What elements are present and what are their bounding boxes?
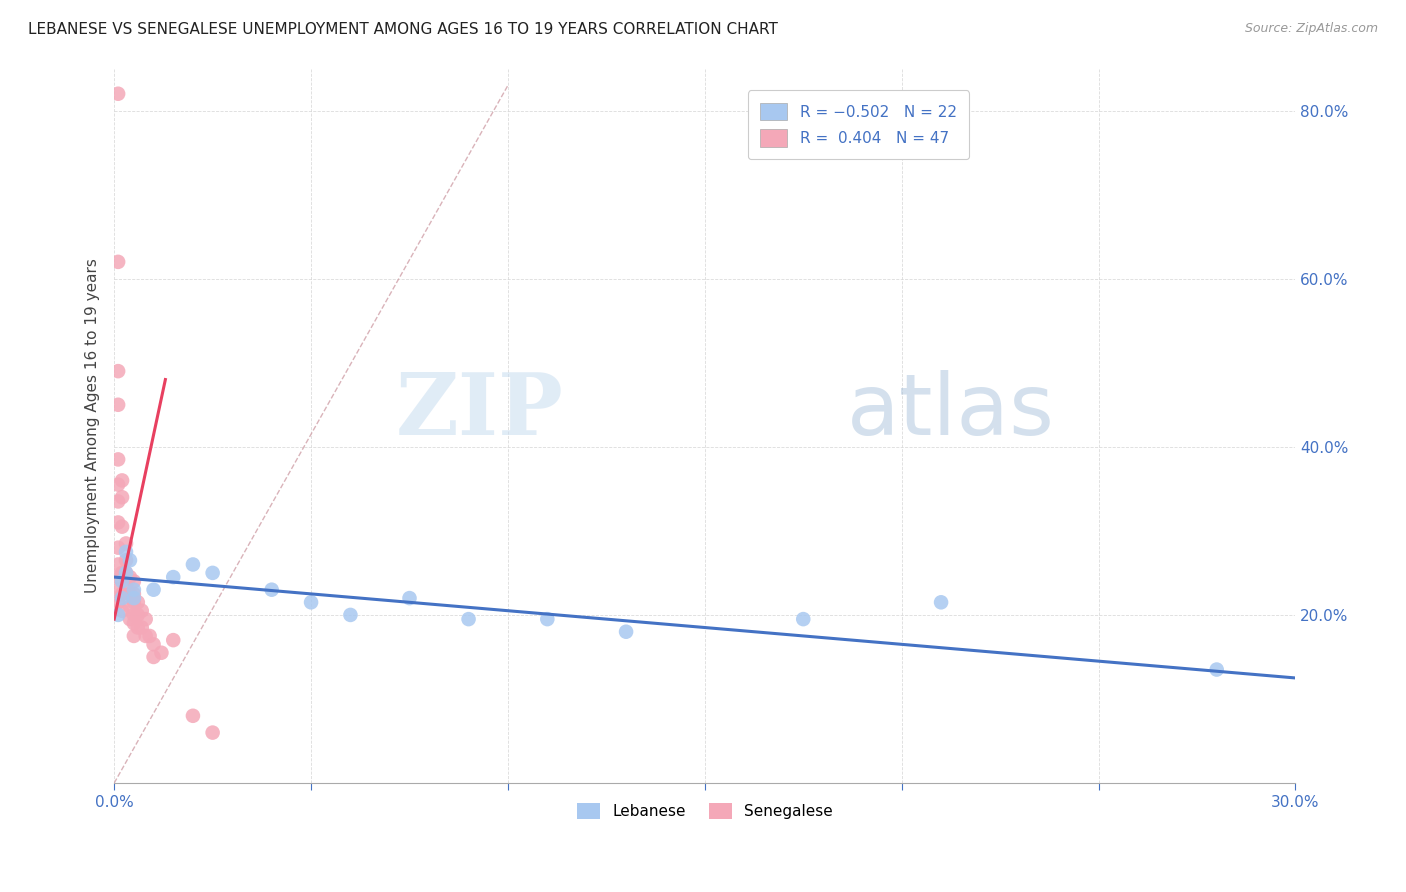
Point [162,570,184,584]
Point [107,364,129,378]
Point [150,646,173,660]
Point [118,553,141,567]
Point [115,578,138,592]
Point [111,490,134,504]
Point [122,587,145,601]
Point [122,591,145,606]
Point [107,541,129,555]
Point [127,607,149,622]
Point [201,725,224,739]
Point [181,558,204,572]
Point [118,599,141,614]
Point [536,612,558,626]
Point [118,612,141,626]
Point [111,519,134,533]
Point [115,536,138,550]
Point [107,516,129,530]
Point [181,708,204,723]
Point [122,582,145,597]
Point [142,637,165,651]
Point [131,621,153,635]
Point [111,474,134,488]
Point [118,587,141,601]
Point [142,649,165,664]
Point [111,574,134,589]
Legend: Lebanese, Senegalese: Lebanese, Senegalese [571,797,838,825]
Point [122,607,145,622]
Point [339,607,361,622]
Point [398,591,420,606]
Point [201,566,224,580]
Text: LEBANESE VS SENEGALESE UNEMPLOYMENT AMONG AGES 16 TO 19 YEARS CORRELATION CHART: LEBANESE VS SENEGALESE UNEMPLOYMENT AMON… [28,22,778,37]
Point [142,582,165,597]
Point [111,604,134,618]
Point [260,582,283,597]
Point [1205,663,1227,677]
Point [111,591,134,606]
Point [115,566,138,580]
Point [122,574,145,589]
Point [111,587,134,601]
Point [122,616,145,631]
Point [115,566,138,580]
Point [457,612,479,626]
Point [929,595,952,609]
Point [135,629,157,643]
Point [107,558,129,572]
Point [127,595,149,609]
Point [107,595,129,609]
Point [792,612,814,626]
Point [107,582,129,597]
Point [162,633,184,648]
Text: atlas: atlas [846,370,1054,453]
Point [127,621,149,635]
Point [122,595,145,609]
Point [111,566,134,580]
Point [131,604,153,618]
Point [115,553,138,567]
Point [614,624,637,639]
Y-axis label: Unemployment Among Ages 16 to 19 years: Unemployment Among Ages 16 to 19 years [86,259,100,593]
Point [107,494,129,508]
Text: ZIP: ZIP [395,369,562,453]
Point [299,595,322,609]
Point [135,612,157,626]
Point [107,607,129,622]
Point [107,87,129,101]
Point [122,629,145,643]
Point [118,570,141,584]
Point [107,570,129,584]
Point [138,629,160,643]
Text: Source: ZipAtlas.com: Source: ZipAtlas.com [1244,22,1378,36]
Point [107,452,129,467]
Point [107,398,129,412]
Point [107,255,129,269]
Point [107,477,129,491]
Point [115,545,138,559]
